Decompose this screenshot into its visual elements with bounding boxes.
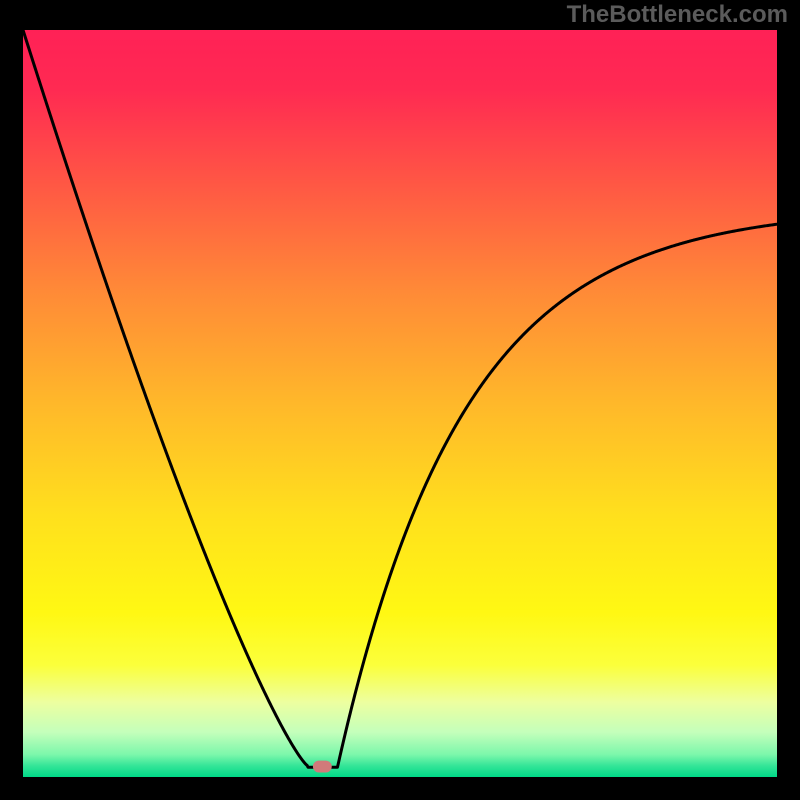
chart-svg [0,0,800,800]
bottleneck-chart [0,0,800,800]
optimum-marker [313,761,332,773]
